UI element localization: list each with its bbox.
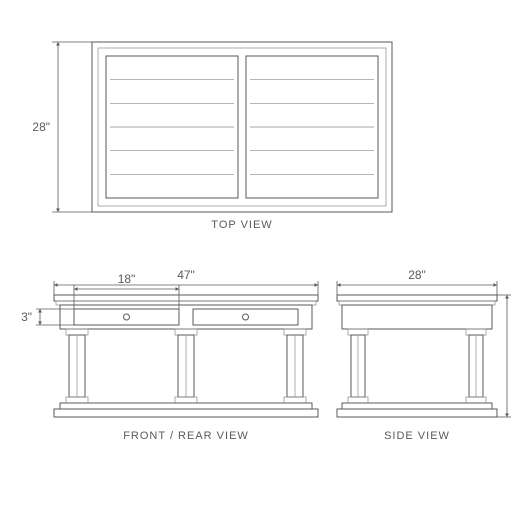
svg-text:FRONT / REAR VIEW: FRONT / REAR VIEW [123,430,249,442]
svg-text:28": 28" [408,268,426,282]
svg-text:18": 18" [118,272,136,286]
svg-text:47": 47" [177,268,195,282]
svg-text:SIDE VIEW: SIDE VIEW [384,430,450,442]
svg-text:3": 3" [21,310,32,324]
svg-text:28": 28" [32,120,50,134]
svg-text:TOP VIEW: TOP VIEW [211,219,272,231]
